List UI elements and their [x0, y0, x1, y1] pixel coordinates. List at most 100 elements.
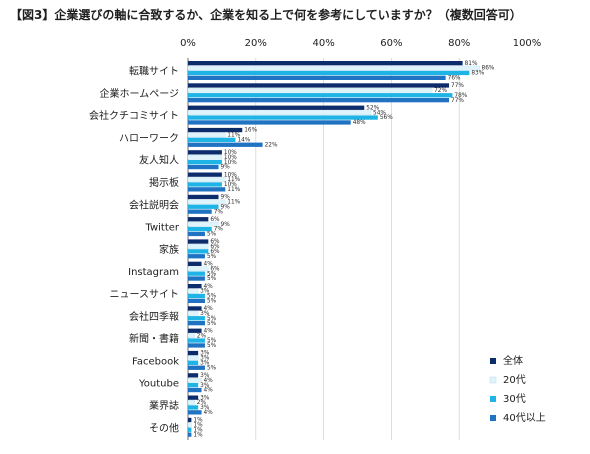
- category-label: その他: [149, 421, 179, 434]
- x-tick-label: 60%: [380, 38, 402, 49]
- bar-value-label: 5%: [207, 343, 217, 349]
- bar: [188, 249, 209, 254]
- bar-value-label: 77%: [451, 98, 464, 104]
- legend-label: 20代: [503, 374, 526, 386]
- category-label: 掲示板: [149, 176, 179, 189]
- bar-value-label: 5%: [207, 338, 217, 344]
- bar: [188, 160, 222, 165]
- bar: [188, 350, 199, 356]
- category-label: Instagram: [128, 267, 179, 278]
- bar-value-label: 22%: [265, 142, 278, 148]
- category-label: 新聞・書籍: [129, 332, 179, 345]
- bar: [188, 298, 205, 303]
- bar-value-label: 6%: [210, 239, 220, 245]
- bar: [188, 373, 199, 378]
- category-label: 会社四季報: [129, 310, 179, 323]
- bar: [188, 365, 205, 370]
- bar-value-label: 10%: [224, 172, 237, 178]
- bar: [187, 244, 209, 249]
- category-label: Twitter: [144, 223, 179, 234]
- bar: [188, 261, 202, 266]
- bar: [187, 311, 199, 316]
- bar-value-label: 4%: [204, 284, 214, 290]
- bar: [188, 427, 192, 432]
- x-tick-label: 40%: [312, 38, 334, 49]
- category-label: 友人知人: [139, 154, 179, 167]
- chart-title: 【図3】企業選びの軸に合致するか、企業を知る上で何を参考にしていますか？（複数回…: [10, 8, 522, 22]
- bar-value-label: 5%: [207, 276, 217, 282]
- bar-value-label: 7%: [214, 209, 224, 215]
- bar: [188, 432, 192, 437]
- bar: [187, 400, 195, 405]
- x-tick-label: 0%: [180, 38, 196, 49]
- bar: [188, 328, 202, 333]
- bar: [187, 422, 192, 428]
- bar-value-label: 5%: [207, 254, 217, 260]
- legend-label: 30代: [503, 393, 526, 405]
- x-tick-label: 20%: [245, 38, 267, 49]
- category-label: 会社クチコミサイト: [89, 109, 179, 122]
- bar-value-label: 11%: [227, 133, 240, 139]
- bar: [188, 93, 453, 98]
- bar-value-label: 16%: [244, 128, 257, 134]
- bar-value-label: 9%: [221, 222, 231, 228]
- bar-value-label: 1%: [193, 427, 203, 433]
- bar-value-label: 48%: [353, 120, 366, 126]
- bar-value-label: 3%: [200, 405, 210, 411]
- bar-value-label: 3%: [200, 311, 210, 317]
- bar-value-label: 4%: [204, 410, 214, 416]
- bar-value-label: 3%: [200, 373, 210, 379]
- legend-swatch: [490, 396, 496, 402]
- bar-value-label: 83%: [471, 71, 484, 77]
- bar-value-label: 11%: [227, 187, 240, 193]
- bar: [187, 288, 199, 294]
- bar: [188, 120, 351, 125]
- bar-value-label: 81%: [465, 61, 478, 67]
- bar: [188, 98, 450, 103]
- bar-value-label: 1%: [193, 418, 203, 424]
- bar-value-label: 3%: [200, 395, 210, 401]
- bar: [188, 343, 205, 348]
- x-tick-label: 80%: [448, 38, 470, 49]
- bar: [187, 199, 226, 205]
- legend-swatch: [490, 415, 496, 421]
- category-label: 業界誌: [149, 399, 179, 412]
- category-label: Facebook: [132, 356, 179, 367]
- bar: [188, 387, 202, 393]
- bar-value-label: 5%: [207, 232, 217, 238]
- bar: [188, 209, 212, 214]
- category-label: ハローワーク: [119, 132, 179, 144]
- bar-value-label: 11%: [227, 177, 240, 183]
- bar-value-label: 3%: [200, 289, 210, 295]
- bar: [187, 333, 195, 338]
- bar: [188, 306, 202, 311]
- bar: [188, 115, 378, 120]
- bar-value-label: 5%: [207, 271, 217, 277]
- bar: [188, 61, 463, 66]
- bar-value-label: 5%: [207, 365, 217, 371]
- bar: [187, 221, 219, 227]
- bar: [188, 142, 263, 147]
- bar-value-label: 6%: [210, 266, 220, 272]
- bar: [188, 405, 199, 410]
- bar: [188, 410, 202, 415]
- category-label: 企業ホームページ: [100, 87, 180, 100]
- bar-value-label: 5%: [207, 299, 217, 305]
- bar-value-label: 6%: [210, 249, 220, 255]
- category-label: 会社説明会: [129, 198, 179, 211]
- bar-value-label: 10%: [224, 160, 237, 166]
- bar-value-label: 7%: [214, 227, 224, 233]
- bar: [187, 88, 433, 93]
- bar-value-label: 5%: [207, 321, 217, 327]
- category-label: 家族: [159, 243, 179, 256]
- bar-value-label: 1%: [193, 432, 203, 438]
- bar: [188, 254, 205, 259]
- category-label: ニュースサイト: [110, 289, 180, 301]
- bar: [188, 150, 222, 155]
- bar: [188, 187, 226, 192]
- bar: [188, 231, 205, 237]
- bar-value-label: 86%: [482, 66, 495, 72]
- bar-value-label: 10%: [224, 182, 237, 188]
